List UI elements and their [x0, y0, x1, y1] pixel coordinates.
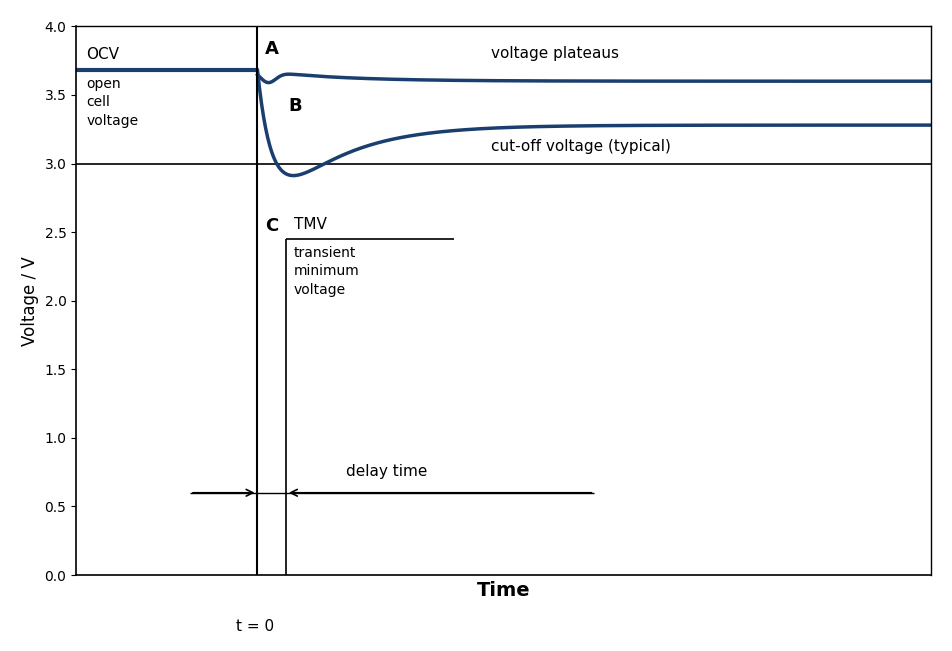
Text: t = 0: t = 0 — [236, 619, 274, 634]
Text: transient
minimum
voltage: transient minimum voltage — [294, 246, 360, 297]
Text: cut-off voltage (typical): cut-off voltage (typical) — [490, 139, 670, 154]
Text: A: A — [266, 40, 279, 58]
Text: TMV: TMV — [294, 217, 327, 232]
Text: delay time: delay time — [347, 464, 427, 479]
Text: C: C — [266, 217, 279, 235]
Text: B: B — [288, 98, 302, 115]
Text: OCV: OCV — [87, 47, 119, 62]
X-axis label: Time: Time — [477, 581, 530, 600]
Y-axis label: Voltage / V: Voltage / V — [21, 256, 39, 346]
Text: voltage plateaus: voltage plateaus — [490, 46, 619, 61]
Text: open
cell
voltage: open cell voltage — [87, 77, 139, 128]
